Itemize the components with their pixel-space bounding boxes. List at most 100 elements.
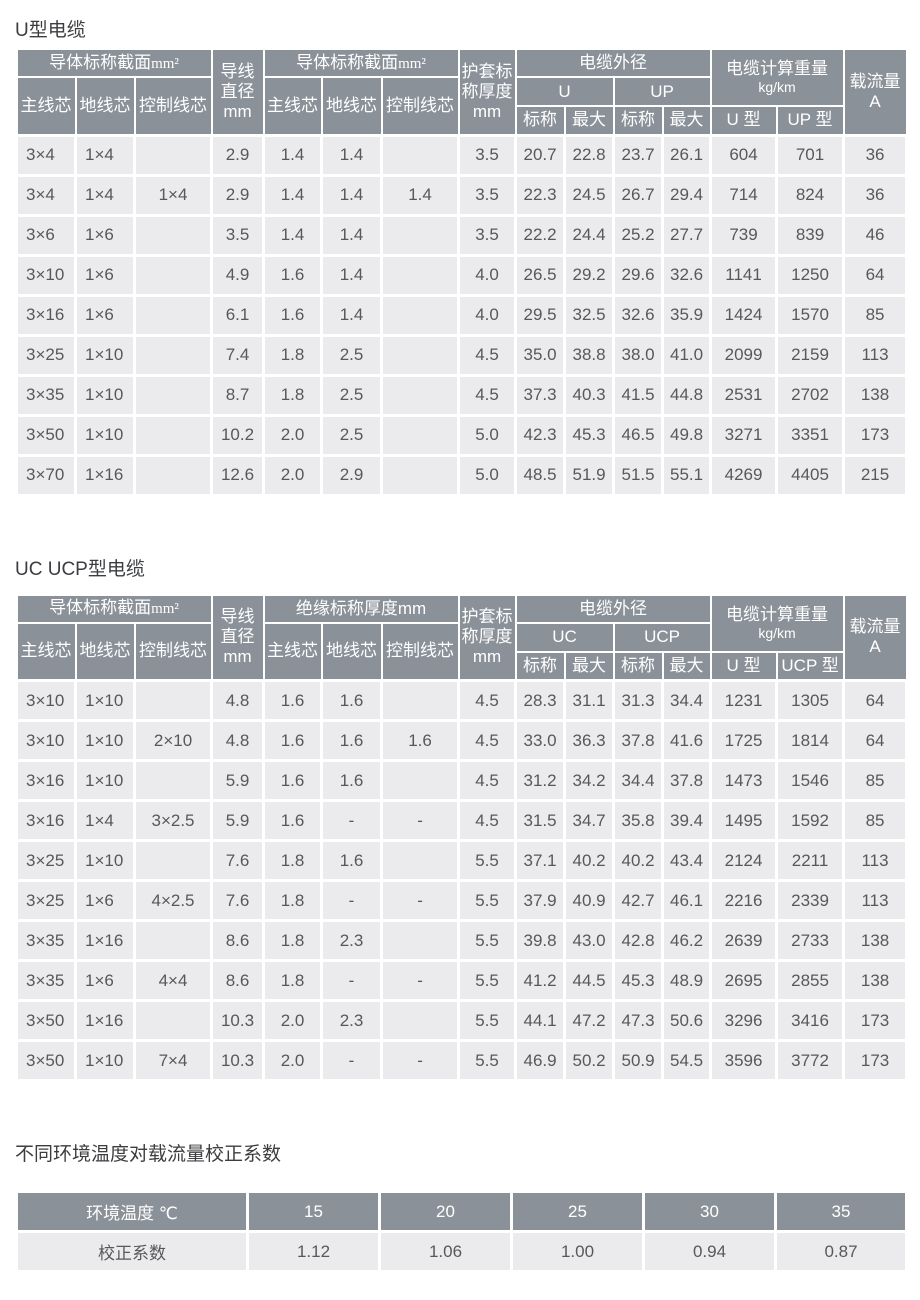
table-cell: 2.0 bbox=[262, 1039, 324, 1082]
table-cell: 1.6 bbox=[320, 759, 384, 802]
header-od-up: UP bbox=[612, 76, 712, 107]
table-cell: 24.4 bbox=[563, 213, 616, 257]
table-cell bbox=[132, 999, 214, 1042]
table-cell: - bbox=[320, 879, 384, 922]
table-cell: 2639 bbox=[709, 919, 779, 962]
table-cell: 1×16 bbox=[74, 919, 136, 962]
table-cell: 3×2.5 bbox=[132, 799, 214, 842]
table-cell: 2124 bbox=[709, 839, 779, 882]
table-cell: 85 bbox=[842, 293, 909, 337]
table-row: 3×35 1×6 4×4 8.6 1.8- -5.5 41.2 44.5 45.3 48.9 269… bbox=[15, 959, 909, 1002]
table-cell: 10.2 bbox=[210, 413, 266, 457]
table-cell: 5.5 bbox=[457, 879, 518, 922]
table-cell: 4.9 bbox=[210, 253, 266, 297]
table-cell: - bbox=[380, 1039, 461, 1082]
table-cell: 44.8 bbox=[661, 373, 713, 417]
table-cell: - bbox=[380, 879, 461, 922]
table-cell: 3×35 bbox=[15, 373, 77, 417]
correction-title: 不同环境温度对载流量校正系数 bbox=[15, 1144, 282, 1165]
table-cell: 3×70 bbox=[15, 453, 77, 497]
table-cell: 22.8 bbox=[563, 133, 616, 177]
header-conductor-section-1: 导体标称截面mm² bbox=[15, 593, 213, 624]
table-cell: 5.5 bbox=[457, 959, 518, 1002]
table-row: 3×35 1×16 8.6 1.8 2.3 5.5 39.8 43.0 42.8 46.2 2639… bbox=[15, 919, 909, 962]
table-cell: 42.8 bbox=[612, 919, 665, 962]
table-cell: 1.8 bbox=[262, 839, 324, 882]
table-row: 3×10 1×10 4.8 1.6 1.6 4.5 28.3 31.1 31.3 34.4 1231… bbox=[15, 679, 909, 722]
table-cell bbox=[132, 759, 214, 802]
table-cell bbox=[380, 133, 461, 177]
table-cell: 3×6 bbox=[15, 213, 77, 257]
table-cell bbox=[380, 999, 461, 1042]
table-cell: 4.5 bbox=[457, 719, 518, 762]
table-row: 3×4 1×4 2.9 1.4 1.4 3.5 20.7 22.8 23.7 26.1 604 701… bbox=[15, 133, 909, 177]
table-cell: 5.9 bbox=[210, 759, 266, 802]
table-cell: 35.0 bbox=[514, 333, 567, 377]
table-cell: 3351 bbox=[775, 413, 846, 457]
table-cell: 1.4 bbox=[262, 133, 324, 177]
table-cell: 46.2 bbox=[661, 919, 713, 962]
table-cell bbox=[380, 213, 461, 257]
table-cell bbox=[380, 293, 461, 337]
table-cell: 1×6 bbox=[74, 959, 136, 1002]
table-cell: 22.3 bbox=[514, 173, 567, 217]
table-cell: 37.9 bbox=[514, 879, 567, 922]
table-cell: 8.7 bbox=[210, 373, 266, 417]
table-cell: 2.0 bbox=[262, 999, 324, 1042]
table-cell: 3×25 bbox=[15, 333, 77, 377]
table-cell: 1495 bbox=[709, 799, 779, 842]
table-cell: 8.6 bbox=[210, 919, 266, 962]
temperature-correction-table: 环境温度 ℃ 15 20 25 30 35 校正系数 1.12 1.06 1.0… bbox=[15, 1190, 908, 1273]
table-cell: 31.2 bbox=[514, 759, 567, 802]
header-ambient-temperature: 环境温度 ℃ bbox=[15, 1190, 249, 1233]
table-cell: 2159 bbox=[775, 333, 846, 377]
table-cell: 1×10 bbox=[74, 373, 136, 417]
table-cell bbox=[380, 413, 461, 457]
table-cell: 3×10 bbox=[15, 679, 77, 722]
table-cell: 701 bbox=[775, 133, 846, 177]
correction-factor-value: 1.06 bbox=[378, 1230, 513, 1273]
header-cable-weight: 电缆计算重量 kg/km bbox=[709, 48, 845, 107]
table-cell: 2695 bbox=[709, 959, 779, 1002]
temperature-value: 25 bbox=[510, 1190, 645, 1233]
table-cell: 1.4 bbox=[262, 173, 324, 217]
table-cell: 4405 bbox=[775, 453, 846, 497]
table-cell: 1.4 bbox=[320, 173, 384, 217]
table-cell: 32.6 bbox=[612, 293, 665, 337]
table-cell: 3×35 bbox=[15, 959, 77, 1002]
uc-cable-table: 导体标称截面mm² 导线 直径 mm 绝缘标称厚度mm 护套标 称厚度 mm 电… bbox=[15, 593, 909, 1082]
table-cell: 34.4 bbox=[612, 759, 665, 802]
table-cell: 1.6 bbox=[320, 719, 384, 762]
table-cell: 55.1 bbox=[661, 453, 713, 497]
table-cell: 739 bbox=[709, 213, 779, 257]
table-cell: 5.0 bbox=[457, 453, 518, 497]
table-cell: 35.8 bbox=[612, 799, 665, 842]
header-control-core: 控制线芯 bbox=[380, 76, 460, 136]
table-cell: 1.4 bbox=[320, 213, 384, 257]
table-cell: 44.5 bbox=[563, 959, 616, 1002]
table-cell: 1×4 bbox=[132, 173, 214, 217]
table-cell bbox=[132, 253, 214, 297]
header-nominal: 标称 bbox=[612, 650, 664, 682]
header-weight-u: U 型 bbox=[709, 105, 778, 136]
table-cell: 1141 bbox=[709, 253, 779, 297]
table-cell: 113 bbox=[842, 333, 909, 377]
table-cell: 40.2 bbox=[612, 839, 665, 882]
header-sheath-thickness: 护套标 称厚度 mm bbox=[457, 48, 517, 136]
table-cell: 138 bbox=[842, 373, 909, 417]
table-cell bbox=[380, 333, 461, 377]
table-cell: 5.0 bbox=[457, 413, 518, 457]
table-cell: 26.5 bbox=[514, 253, 567, 297]
table-cell: 38.0 bbox=[612, 333, 665, 377]
table-cell bbox=[380, 373, 461, 417]
table-cell: 4.8 bbox=[210, 679, 266, 722]
table-cell bbox=[132, 333, 214, 377]
table-cell: 4.5 bbox=[457, 759, 518, 802]
u-cable-table: 导体标称截面mm² 导线 直径 mm 导体标称截面mm² 护套标 称厚度 mm … bbox=[15, 48, 909, 497]
table-cell: 5.5 bbox=[457, 919, 518, 962]
table-cell: 37.8 bbox=[612, 719, 665, 762]
table-cell: 2.9 bbox=[210, 173, 266, 217]
table-cell: 2.5 bbox=[320, 413, 384, 457]
table-row: 3×16 1×4 3×2.5 5.9 1.6- -4.5 31.5 34.7 35.8 39.4 1… bbox=[15, 799, 909, 842]
table-cell: 1592 bbox=[775, 799, 846, 842]
